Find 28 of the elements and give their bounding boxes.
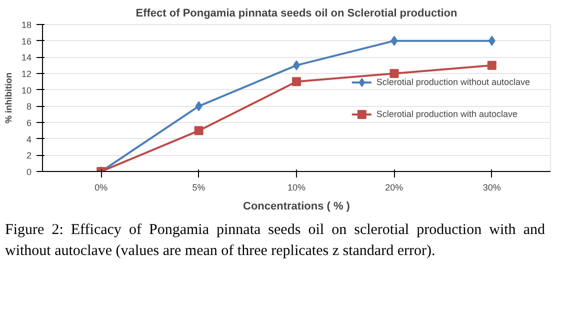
legend-label: Sclerotial production with autoclave — [376, 108, 518, 118]
y-tick-label: 6 — [26, 118, 32, 128]
point — [292, 77, 301, 86]
y-tick-label: 4 — [26, 134, 32, 144]
y-axis-title: % inhibition — [3, 72, 14, 124]
y-tick-label: 14 — [21, 52, 32, 63]
x-tick-label: 20% — [385, 182, 404, 192]
y-tick-label: 8 — [26, 102, 32, 112]
point — [390, 69, 399, 78]
point — [488, 36, 496, 46]
point — [194, 126, 204, 136]
y-tick-label: 10 — [21, 85, 32, 96]
chart-title: Effect of Pongamia pinnata seeds oil on Sclerotial production — [136, 8, 458, 20]
x-tick-label: 30% — [482, 182, 501, 192]
x-tick-label: 0% — [94, 182, 108, 192]
legend-label: Sclerotial production without autoclave — [376, 76, 530, 86]
point — [487, 60, 496, 70]
y-tick-label: 12 — [21, 69, 32, 79]
y-tick-label: 18 — [21, 20, 32, 30]
y-tick-label: 16 — [21, 36, 32, 46]
point — [390, 36, 398, 46]
x-tick-label: 10% — [287, 182, 306, 192]
x-axis-title: Concentrations ( % ) — [243, 200, 350, 212]
y-tick-label: 2 — [26, 150, 32, 161]
caption: Figure 2: Efficacy of Pongamia pinnata seeds oil on sclerotial production with and without autoclave (values are mean of three replicates z standard error). — [5, 221, 545, 262]
x-tick-label: 5% — [192, 182, 206, 192]
y-tick-label: 0 — [26, 167, 32, 177]
point — [195, 101, 202, 112]
